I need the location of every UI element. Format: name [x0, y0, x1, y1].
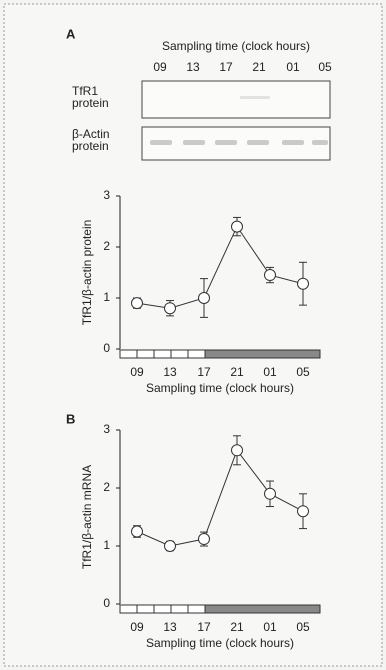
- data-point: [165, 541, 176, 552]
- time-label: 17: [219, 60, 233, 74]
- dark-bar: [205, 350, 320, 358]
- x-tick-label: 01: [263, 620, 277, 634]
- time-label: 09: [153, 60, 167, 74]
- x-axis-label: Sampling time (clock hours): [146, 636, 294, 650]
- y-tick-label: 3: [103, 422, 110, 436]
- x-tick-label: 09: [130, 365, 144, 379]
- x-axis-label: Sampling time (clock hours): [146, 381, 294, 395]
- time-label: 05: [318, 60, 332, 74]
- panel-label: A: [66, 26, 76, 41]
- data-point: [132, 526, 143, 537]
- y-tick-label: 1: [103, 538, 110, 552]
- x-tick-label: 17: [197, 365, 211, 379]
- data-point: [265, 488, 276, 499]
- data-point: [298, 278, 309, 289]
- x-tick-label: 09: [130, 620, 144, 634]
- x-tick-label: 21: [230, 620, 244, 634]
- time-label: 01: [286, 60, 300, 74]
- sampling-title: Sampling time (clock hours): [162, 39, 310, 53]
- blot-label: protein: [72, 139, 109, 153]
- data-point: [232, 221, 243, 232]
- y-tick-label: 1: [103, 290, 110, 304]
- time-label: 21: [252, 60, 266, 74]
- y-tick-label: 2: [103, 239, 110, 253]
- y-tick-label: 3: [103, 188, 110, 202]
- light-cell: [188, 350, 205, 358]
- light-cell: [137, 350, 154, 358]
- light-cell: [120, 605, 137, 613]
- data-point: [199, 293, 210, 304]
- y-axis-label: TfR1/β-actin protein: [80, 220, 94, 326]
- x-tick-label: 17: [197, 620, 211, 634]
- light-cell: [188, 605, 205, 613]
- y-tick-label: 2: [103, 480, 110, 494]
- data-point: [298, 506, 309, 517]
- x-tick-label: 21: [230, 365, 244, 379]
- data-point: [265, 270, 276, 281]
- y-tick-label: 0: [103, 596, 110, 610]
- figure: ASampling time (clock hours)091317210105…: [0, 0, 386, 670]
- light-cell: [171, 350, 188, 358]
- x-tick-label: 13: [163, 620, 177, 634]
- x-tick-label: 05: [296, 365, 310, 379]
- y-tick-label: 0: [103, 341, 110, 355]
- blot-box: [142, 81, 330, 118]
- light-cell: [154, 350, 171, 358]
- data-point: [199, 534, 210, 545]
- x-tick-label: 05: [296, 620, 310, 634]
- data-point: [165, 303, 176, 314]
- light-cell: [120, 350, 137, 358]
- blot-label: protein: [72, 96, 109, 110]
- light-cell: [171, 605, 188, 613]
- x-tick-label: 13: [163, 365, 177, 379]
- panel-label: B: [66, 411, 75, 426]
- x-tick-label: 01: [263, 365, 277, 379]
- dark-bar: [205, 605, 320, 613]
- data-point: [232, 445, 243, 456]
- y-axis-label: TfR1/β-actin mRNA: [80, 465, 94, 569]
- time-label: 13: [186, 60, 200, 74]
- light-cell: [154, 605, 171, 613]
- data-point: [132, 298, 143, 309]
- light-cell: [137, 605, 154, 613]
